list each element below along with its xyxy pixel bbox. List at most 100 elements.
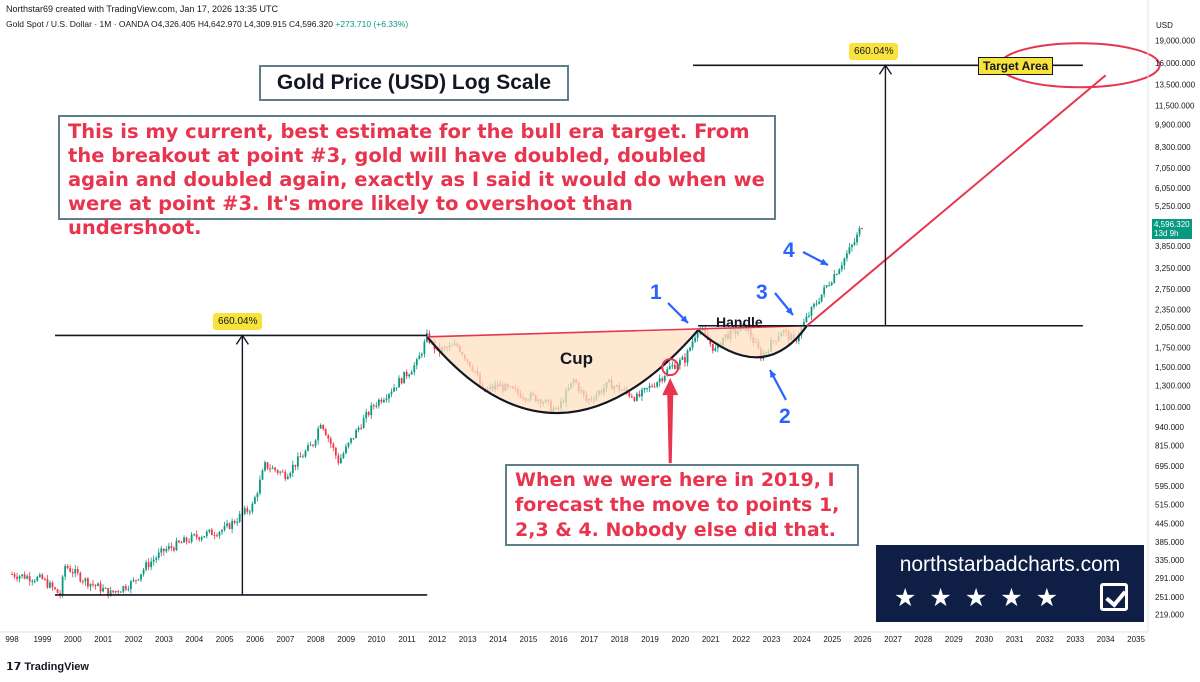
candle-body bbox=[51, 582, 54, 588]
candle-body bbox=[33, 580, 36, 582]
candle-body bbox=[337, 455, 340, 464]
candle-body bbox=[851, 244, 853, 248]
candle-body bbox=[281, 471, 284, 473]
brand-watermark: northstarbadcharts.com ★★★★★ bbox=[876, 545, 1144, 622]
candle-body bbox=[71, 571, 74, 574]
candle-body bbox=[99, 583, 102, 592]
time-tick-label: 2019 bbox=[641, 635, 659, 644]
candle-body bbox=[840, 265, 843, 270]
price-tick-label: 1,500.000 bbox=[1155, 363, 1191, 372]
candle-body bbox=[327, 435, 330, 439]
candle-body bbox=[367, 412, 370, 416]
price-tick-label: 19,000.000 bbox=[1155, 37, 1196, 46]
candle-body bbox=[79, 572, 82, 582]
candle-body bbox=[347, 442, 350, 447]
time-tick-label: 2001 bbox=[94, 635, 112, 644]
candle-body bbox=[638, 393, 641, 397]
candle-body bbox=[370, 405, 373, 416]
candle-body bbox=[16, 576, 18, 579]
candle-body bbox=[152, 559, 155, 562]
candle-body bbox=[11, 574, 13, 576]
candle-body bbox=[198, 537, 201, 540]
time-tick-label: 998 bbox=[5, 635, 19, 644]
price-tick-label: 2,350.000 bbox=[1155, 305, 1191, 314]
candle-body bbox=[195, 534, 198, 538]
price-tick-label: 1,100.000 bbox=[1155, 403, 1191, 412]
candle-body bbox=[104, 587, 107, 589]
candle-body bbox=[802, 322, 805, 328]
candle-body bbox=[253, 497, 256, 504]
candle-body bbox=[264, 462, 266, 471]
price-tick-label: 2,750.000 bbox=[1155, 285, 1191, 294]
brand-site: northstarbadcharts.com bbox=[899, 553, 1121, 576]
time-tick-label: 2028 bbox=[915, 635, 933, 644]
price-tick-label: 385.000 bbox=[1155, 538, 1184, 547]
candle-body bbox=[658, 378, 661, 383]
candle-body bbox=[413, 365, 416, 373]
time-axis[interactable]: 998 1999 2000 2001 2002 2003 2004 2005 2006 2007 2… bbox=[0, 631, 1148, 644]
candle-body bbox=[628, 392, 631, 397]
candle-body bbox=[846, 253, 848, 259]
candle-body bbox=[656, 382, 659, 387]
projection-line bbox=[806, 74, 1107, 327]
candle-body bbox=[142, 569, 145, 575]
candle-body bbox=[340, 457, 342, 464]
candle-body bbox=[49, 582, 51, 588]
candle-body bbox=[681, 357, 684, 360]
candle-body bbox=[684, 357, 686, 363]
candle-body bbox=[691, 341, 694, 348]
candle-body bbox=[266, 462, 269, 469]
candle-body bbox=[119, 591, 122, 593]
candle-body bbox=[380, 399, 383, 403]
candle-body bbox=[835, 274, 838, 276]
candle-body bbox=[238, 514, 241, 522]
candle-body bbox=[117, 591, 120, 593]
candle-body bbox=[317, 428, 320, 441]
time-tick-label: 2010 bbox=[368, 635, 386, 644]
candle-body bbox=[228, 523, 231, 529]
candle-body bbox=[18, 576, 21, 579]
tv-logo-text: TradingView bbox=[24, 661, 89, 673]
candle-body bbox=[833, 274, 836, 283]
time-tick-label: 2006 bbox=[246, 635, 264, 644]
symbol-legend[interactable]: Gold Spot / U.S. Dollar · 1M · OANDA O4,… bbox=[6, 19, 408, 29]
candle-body bbox=[668, 366, 671, 370]
measured-move-left-arrowhead bbox=[235, 334, 249, 345]
candle-body bbox=[294, 464, 297, 467]
candle-body bbox=[663, 375, 666, 381]
candle-body bbox=[132, 580, 135, 582]
candle-body bbox=[74, 569, 77, 574]
candle-body bbox=[147, 562, 150, 568]
cup-label: Cup bbox=[560, 349, 594, 368]
candle-body bbox=[641, 389, 643, 397]
candle-body bbox=[673, 364, 676, 369]
candle-body bbox=[112, 590, 115, 593]
candle-body bbox=[390, 391, 393, 395]
candle-body bbox=[418, 355, 421, 360]
time-tick-label: 2021 bbox=[702, 635, 720, 644]
candle-body bbox=[203, 536, 206, 538]
time-tick-label: 2029 bbox=[945, 635, 963, 644]
candle-body bbox=[155, 557, 158, 560]
candle-body bbox=[289, 472, 292, 477]
candle-body bbox=[84, 578, 87, 582]
candle-body bbox=[630, 396, 633, 398]
candle-body bbox=[114, 591, 117, 593]
candle-body bbox=[170, 546, 173, 548]
time-tick-label: 2027 bbox=[884, 635, 902, 644]
candle-body bbox=[636, 393, 638, 401]
cup-fill bbox=[427, 330, 699, 414]
candle-body bbox=[711, 343, 714, 351]
candle-body bbox=[38, 574, 41, 577]
time-tick-label: 2023 bbox=[763, 635, 781, 644]
symbol-name[interactable]: Gold Spot / U.S. Dollar · 1M · OANDA bbox=[6, 19, 149, 29]
candle-body bbox=[274, 467, 277, 471]
candle-body bbox=[236, 521, 239, 523]
candle-body bbox=[322, 424, 325, 430]
candle-body bbox=[188, 541, 190, 543]
price-axis[interactable]: USD 19,000.000 16,000.000 13,500.000 11,500.… bbox=[1147, 0, 1196, 632]
candle-body bbox=[92, 583, 94, 585]
candle-body bbox=[97, 583, 99, 587]
candle-body bbox=[324, 429, 327, 436]
